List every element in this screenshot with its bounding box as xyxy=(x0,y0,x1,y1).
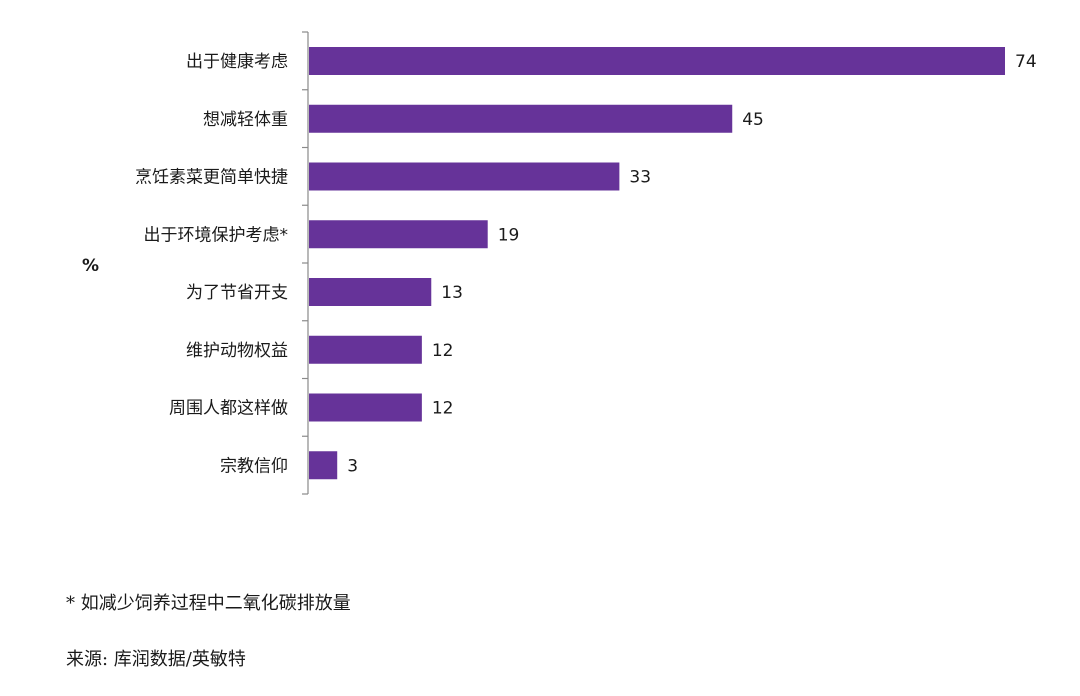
bar xyxy=(309,451,338,480)
unit-label: % xyxy=(82,256,99,276)
bar xyxy=(309,104,733,133)
value-label: 12 xyxy=(432,399,454,419)
value-label: 13 xyxy=(441,283,463,303)
bar xyxy=(309,278,432,306)
bar xyxy=(309,393,422,422)
y-axis-ticks xyxy=(302,31,308,495)
bars xyxy=(309,47,1005,480)
value-labels: 74 45 33 19 13 12 12 3 xyxy=(347,52,1036,476)
value-label: 3 xyxy=(347,456,358,476)
bar xyxy=(309,335,422,364)
source-note: 来源: 库润数据/英敏特 xyxy=(66,649,246,670)
category-label: 周围人都这样做 xyxy=(169,399,288,419)
value-label: 33 xyxy=(629,168,651,188)
bar xyxy=(309,220,488,249)
value-label: 45 xyxy=(742,110,764,130)
value-label: 12 xyxy=(432,341,454,361)
category-label: 宗教信仰 xyxy=(220,456,288,476)
category-label: 维护动物权益 xyxy=(186,341,288,361)
value-label: 19 xyxy=(498,225,520,245)
category-label: 烹饪素菜更简单快捷 xyxy=(135,167,288,188)
bar xyxy=(309,162,620,191)
bar xyxy=(309,47,1005,75)
category-label: 想减轻体重 xyxy=(203,110,288,130)
category-label: 为了节省开支 xyxy=(186,283,288,303)
category-label: 出于环境保护考虑* xyxy=(144,225,289,245)
footnote: * 如减少饲养过程中二氧化碳排放量 xyxy=(66,593,351,614)
category-label: 出于健康考虑 xyxy=(186,52,288,72)
value-label: 74 xyxy=(1015,52,1037,72)
